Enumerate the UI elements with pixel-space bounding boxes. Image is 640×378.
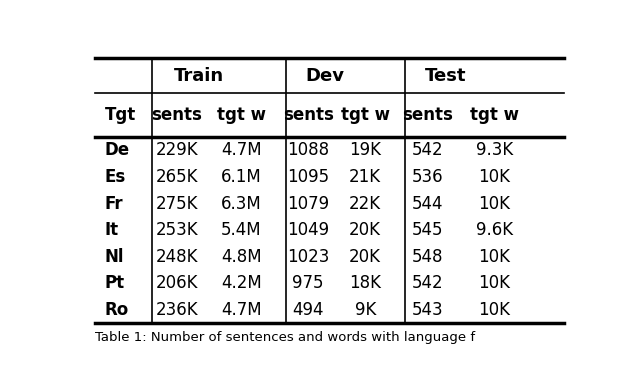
Text: 10K: 10K bbox=[478, 301, 510, 319]
Text: 4.2M: 4.2M bbox=[221, 274, 262, 293]
Text: 1079: 1079 bbox=[287, 195, 329, 212]
Text: 975: 975 bbox=[292, 274, 324, 293]
Text: Test: Test bbox=[425, 67, 466, 85]
Text: 9K: 9K bbox=[355, 301, 376, 319]
Text: 275K: 275K bbox=[156, 195, 198, 212]
Text: 6.1M: 6.1M bbox=[221, 168, 262, 186]
Text: Table 1: Number of sentences and words with language f: Table 1: Number of sentences and words w… bbox=[95, 331, 475, 344]
Text: 5.4M: 5.4M bbox=[221, 221, 262, 239]
Text: 542: 542 bbox=[412, 141, 443, 160]
Text: 10K: 10K bbox=[478, 274, 510, 293]
Text: 253K: 253K bbox=[156, 221, 198, 239]
Text: tgt w: tgt w bbox=[470, 106, 518, 124]
Text: 22K: 22K bbox=[349, 195, 381, 212]
Text: 9.3K: 9.3K bbox=[476, 141, 513, 160]
Text: 20K: 20K bbox=[349, 248, 381, 266]
Text: 542: 542 bbox=[412, 274, 443, 293]
Text: 1023: 1023 bbox=[287, 248, 330, 266]
Text: 536: 536 bbox=[412, 168, 443, 186]
Text: Train: Train bbox=[174, 67, 225, 85]
Text: Fr: Fr bbox=[105, 195, 124, 212]
Text: 18K: 18K bbox=[349, 274, 381, 293]
Text: 548: 548 bbox=[412, 248, 443, 266]
Text: 10K: 10K bbox=[478, 195, 510, 212]
Text: 1088: 1088 bbox=[287, 141, 329, 160]
Text: sents: sents bbox=[402, 106, 452, 124]
Text: 4.8M: 4.8M bbox=[221, 248, 262, 266]
Text: Ro: Ro bbox=[105, 301, 129, 319]
Text: 265K: 265K bbox=[156, 168, 198, 186]
Text: 4.7M: 4.7M bbox=[221, 141, 262, 160]
Text: 206K: 206K bbox=[156, 274, 198, 293]
Text: sents: sents bbox=[151, 106, 202, 124]
Text: Dev: Dev bbox=[306, 67, 345, 85]
Text: 10K: 10K bbox=[478, 168, 510, 186]
Text: tgt w: tgt w bbox=[217, 106, 266, 124]
Text: De: De bbox=[105, 141, 130, 160]
Text: 229K: 229K bbox=[156, 141, 198, 160]
Text: 20K: 20K bbox=[349, 221, 381, 239]
Text: 19K: 19K bbox=[349, 141, 381, 160]
Text: 236K: 236K bbox=[156, 301, 198, 319]
Text: tgt w: tgt w bbox=[340, 106, 390, 124]
Text: 543: 543 bbox=[412, 301, 443, 319]
Text: Pt: Pt bbox=[105, 274, 125, 293]
Text: 21K: 21K bbox=[349, 168, 381, 186]
Text: 9.6K: 9.6K bbox=[476, 221, 513, 239]
Text: 6.3M: 6.3M bbox=[221, 195, 262, 212]
Text: 4.7M: 4.7M bbox=[221, 301, 262, 319]
Text: 494: 494 bbox=[292, 301, 324, 319]
Text: Tgt: Tgt bbox=[105, 106, 136, 124]
Text: Nl: Nl bbox=[105, 248, 124, 266]
Text: 248K: 248K bbox=[156, 248, 198, 266]
Text: 544: 544 bbox=[412, 195, 443, 212]
Text: Es: Es bbox=[105, 168, 126, 186]
Text: 1049: 1049 bbox=[287, 221, 329, 239]
Text: 10K: 10K bbox=[478, 248, 510, 266]
Text: sents: sents bbox=[283, 106, 333, 124]
Text: It: It bbox=[105, 221, 119, 239]
Text: 545: 545 bbox=[412, 221, 443, 239]
Text: 1095: 1095 bbox=[287, 168, 329, 186]
